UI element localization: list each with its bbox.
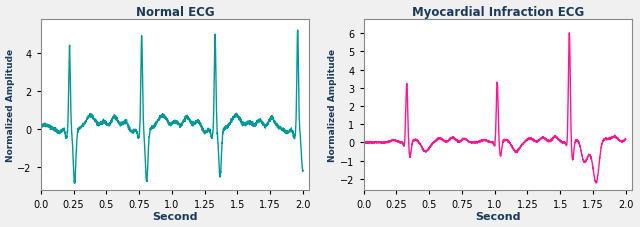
Title: Normal ECG: Normal ECG <box>136 5 214 18</box>
Title: Myocardial Infraction ECG: Myocardial Infraction ECG <box>412 5 584 18</box>
Y-axis label: Normalized Amplitude: Normalized Amplitude <box>328 48 337 161</box>
Y-axis label: Normalized Amplitude: Normalized Amplitude <box>6 48 15 161</box>
X-axis label: Second: Second <box>475 212 520 222</box>
X-axis label: Second: Second <box>152 212 198 222</box>
